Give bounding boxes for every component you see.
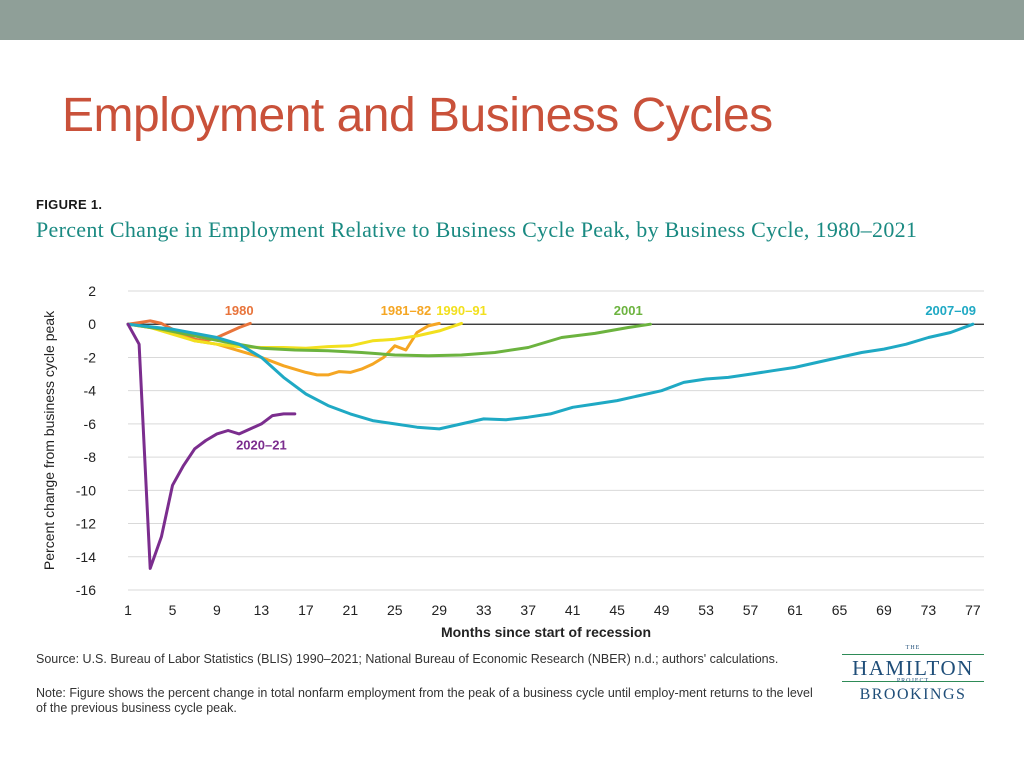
x-axis-title: Months since start of recession [441, 624, 651, 640]
x-tick-label: 41 [565, 602, 581, 618]
series-label: 1990–91 [436, 303, 487, 318]
series-label: 2020–21 [236, 437, 287, 452]
slide-title: Employment and Business Cycles [62, 89, 773, 142]
x-tick-label: 9 [213, 602, 221, 618]
logo-project-text: PROJECT [896, 678, 930, 684]
series-line [126, 322, 652, 358]
x-tick-label: 13 [254, 602, 270, 618]
series-label: 1980 [225, 303, 254, 318]
logo-brookings-text: BROOKINGS [859, 686, 967, 703]
x-tick-label: 37 [520, 602, 536, 618]
y-tick-label: -2 [84, 349, 97, 365]
series-label: 2007–09 [925, 303, 976, 318]
y-tick-label: -16 [76, 582, 96, 598]
chart-grid [128, 290, 984, 591]
logo-hamilton-text: HAMILTON [852, 656, 974, 680]
y-tick-label: -12 [76, 516, 96, 532]
top-bar [0, 0, 1024, 40]
x-tick-label: 45 [609, 602, 625, 618]
series-label: 2001 [614, 303, 643, 318]
source-note: Source: U.S. Bureau of Labor Statistics … [36, 652, 779, 666]
y-tick-label: -10 [76, 482, 96, 498]
x-tick-label: 53 [698, 602, 714, 618]
figure-label: FIGURE 1. [36, 197, 103, 212]
x-tick-label: 57 [743, 602, 759, 618]
line-chart: 2 0 -2 -4 -6 -8 -10 -12 -14 -16 1 5 9 13 17 21 25 29 33 37 4… [41, 283, 984, 640]
y-tick-label: 2 [88, 283, 96, 299]
x-tick-label: 49 [654, 602, 670, 618]
hamilton-brookings-logo: THE HAMILTON PROJECT BROOKINGS [838, 645, 988, 705]
series-label: 1981–82 [381, 303, 432, 318]
chart-series-labels: 1980 1981–82 1990–91 2001 2007–09 2020–21 [225, 303, 976, 453]
series-line [126, 319, 252, 343]
chart-series [126, 319, 975, 570]
x-tick-label: 25 [387, 602, 403, 618]
x-tick-label: 33 [476, 602, 492, 618]
series-line [126, 321, 463, 350]
y-tick-label: -8 [84, 449, 97, 465]
x-tick-label: 1 [124, 602, 132, 618]
x-tick-label: 29 [431, 602, 447, 618]
y-tick-label: -6 [84, 416, 97, 432]
x-tick-label: 77 [965, 602, 981, 618]
y-tick-label: -4 [84, 383, 97, 399]
figure-note: Note: Figure shows the percent change in… [36, 686, 813, 715]
y-tick-label: 0 [88, 316, 96, 332]
chart-axes: 2 0 -2 -4 -6 -8 -10 -12 -14 -16 1 5 9 13 17 21 25 29 33 37 4… [41, 283, 981, 640]
x-tick-label: 5 [169, 602, 177, 618]
series-line [126, 322, 975, 431]
y-axis-title: Percent change from business cycle peak [41, 310, 57, 570]
x-tick-label: 21 [343, 602, 359, 618]
series-line [126, 322, 297, 570]
y-tick-label: -14 [76, 549, 96, 565]
x-tick-label: 61 [787, 602, 803, 618]
logo-rule [842, 654, 984, 682]
x-tick-label: 69 [876, 602, 892, 618]
logo-the-text: THE [905, 645, 921, 651]
x-tick-label: 65 [832, 602, 848, 618]
x-tick-label: 73 [921, 602, 937, 618]
figure-title: Percent Change in Employment Relative to… [36, 217, 918, 242]
x-tick-label: 17 [298, 602, 314, 618]
